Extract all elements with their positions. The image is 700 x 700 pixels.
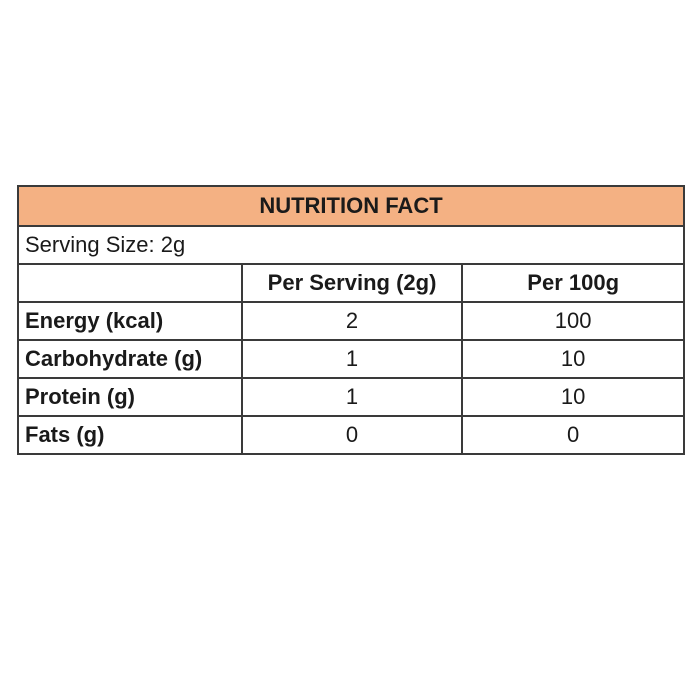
row-label-protein: Protein (g) bbox=[17, 377, 243, 417]
carbohydrate-per-100g: 10 bbox=[461, 339, 685, 379]
table-row: Fats (g) 0 0 bbox=[17, 415, 685, 455]
column-header-empty bbox=[17, 263, 243, 303]
fats-per-100g: 0 bbox=[461, 415, 685, 455]
serving-size-row: Serving Size: 2g bbox=[17, 225, 685, 265]
fats-per-serving: 0 bbox=[240, 415, 464, 455]
protein-per-serving: 1 bbox=[240, 377, 464, 417]
column-header-row: Per Serving (2g) Per 100g bbox=[17, 263, 685, 303]
table-row: Energy (kcal) 2 100 bbox=[17, 301, 685, 341]
nutrition-facts-table: NUTRITION FACT Serving Size: 2g Per Serv… bbox=[17, 185, 685, 455]
energy-per-serving: 2 bbox=[240, 301, 464, 341]
row-label-energy: Energy (kcal) bbox=[17, 301, 243, 341]
row-label-carbohydrate: Carbohydrate (g) bbox=[17, 339, 243, 379]
serving-size: Serving Size: 2g bbox=[17, 225, 685, 265]
table-row: Protein (g) 1 10 bbox=[17, 377, 685, 417]
table-row: Carbohydrate (g) 1 10 bbox=[17, 339, 685, 379]
energy-per-100g: 100 bbox=[461, 301, 685, 341]
protein-per-100g: 10 bbox=[461, 377, 685, 417]
column-header-per-100g: Per 100g bbox=[461, 263, 685, 303]
column-header-per-serving: Per Serving (2g) bbox=[240, 263, 464, 303]
row-label-fats: Fats (g) bbox=[17, 415, 243, 455]
title-row: NUTRITION FACT bbox=[17, 185, 685, 227]
carbohydrate-per-serving: 1 bbox=[240, 339, 464, 379]
table-title: NUTRITION FACT bbox=[17, 185, 685, 227]
